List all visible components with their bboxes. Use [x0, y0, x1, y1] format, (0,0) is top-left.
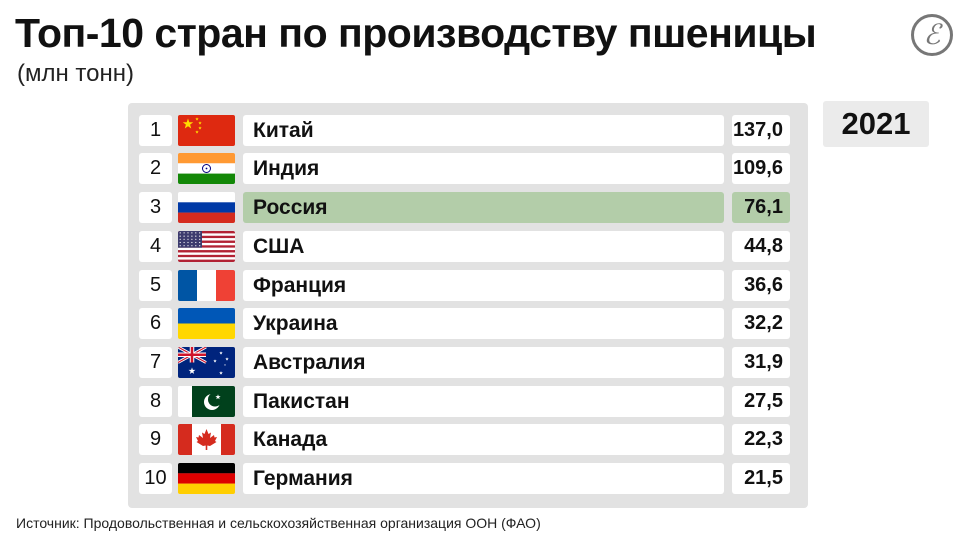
publisher-logo-icon: ℰ [911, 14, 953, 56]
china-flag-icon [178, 115, 235, 146]
france-flag-icon [178, 270, 235, 301]
country-cell: Франция [243, 270, 724, 301]
value-cell: 22,3 [732, 424, 790, 455]
table-row: 6 Украина 32,2 [128, 308, 808, 339]
rank-cell: 6 [139, 308, 172, 339]
russia-flag-icon [178, 192, 235, 223]
rank-cell: 8 [139, 386, 172, 417]
value-cell: 32,2 [732, 308, 790, 339]
year-badge: 2021 [823, 101, 929, 147]
rank-cell: 9 [139, 424, 172, 455]
pakistan-flag-icon [178, 386, 235, 417]
chart-title: Топ-10 стран по производству пшеницы [15, 10, 817, 56]
source-note: Источник: Продовольственная и сельскохоз… [16, 515, 541, 531]
country-cell: США [243, 231, 724, 262]
rank-cell: 2 [139, 153, 172, 184]
value-cell: 21,5 [732, 463, 790, 494]
table-row: 7 Австралия 31,9 [128, 347, 808, 378]
ukraine-flag-icon [178, 308, 235, 339]
table-row: 3 Россия 76,1 [128, 192, 808, 223]
rank-cell: 1 [139, 115, 172, 146]
value-cell: 44,8 [732, 231, 790, 262]
country-cell: Индия [243, 153, 724, 184]
germany-flag-icon [178, 463, 235, 494]
table-row: 9 Канада 22,3 [128, 424, 808, 455]
rank-cell: 3 [139, 192, 172, 223]
table-row: 4 США 44,8 [128, 231, 808, 262]
country-cell: Китай [243, 115, 724, 146]
country-cell: Россия [243, 192, 724, 223]
ranking-table: 1 Китай 137,0 2 Индия 109,6 3 Россия 76,1 4 США 44,… [128, 103, 808, 508]
country-cell: Австралия [243, 347, 724, 378]
value-cell: 27,5 [732, 386, 790, 417]
table-row: 2 Индия 109,6 [128, 153, 808, 184]
canada-flag-icon [178, 424, 235, 455]
value-cell: 137,0 [732, 115, 790, 146]
country-cell: Пакистан [243, 386, 724, 417]
table-row: 8 Пакистан 27,5 [128, 386, 808, 417]
table-row: 5 Франция 36,6 [128, 270, 808, 301]
value-cell: 76,1 [732, 192, 790, 223]
rank-cell: 5 [139, 270, 172, 301]
country-cell: Канада [243, 424, 724, 455]
table-row: 1 Китай 137,0 [128, 115, 808, 146]
rank-cell: 7 [139, 347, 172, 378]
rank-cell: 4 [139, 231, 172, 262]
rank-cell: 10 [139, 463, 172, 494]
india-flag-icon [178, 153, 235, 184]
value-cell: 109,6 [732, 153, 790, 184]
chart-unit: (млн тонн) [17, 60, 134, 87]
value-cell: 36,6 [732, 270, 790, 301]
value-cell: 31,9 [732, 347, 790, 378]
table-row: 10 Германия 21,5 [128, 463, 808, 494]
australia-flag-icon [178, 347, 235, 378]
country-cell: Германия [243, 463, 724, 494]
usa-flag-icon [178, 231, 235, 262]
country-cell: Украина [243, 308, 724, 339]
